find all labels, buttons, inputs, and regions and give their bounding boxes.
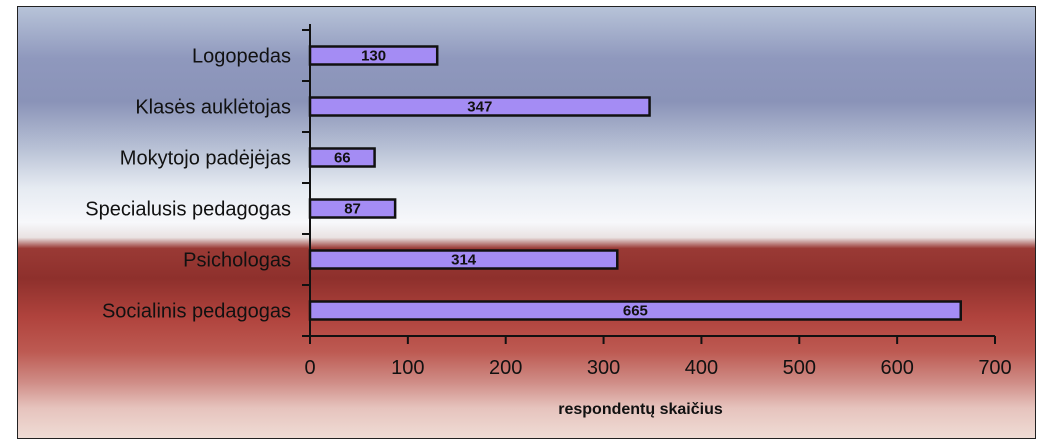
x-tick-label-7: 700 xyxy=(978,357,1011,379)
axes-group xyxy=(302,24,996,344)
category-label-2: Mokytojo padėjėjas xyxy=(120,148,291,170)
value-label-4: 314 xyxy=(451,252,477,269)
x-tick-label-2: 200 xyxy=(489,357,522,379)
value-label-1: 347 xyxy=(467,99,492,116)
category-label-0: Logopedas xyxy=(192,46,291,68)
category-label-3: Specialusis pedagogas xyxy=(85,199,291,221)
x-tick-label-6: 600 xyxy=(880,357,913,379)
x-tick-label-4: 400 xyxy=(685,357,718,379)
category-labels-group: Logopedas Klasės auklėtojas Mokytojo padėj… xyxy=(85,46,291,323)
value-label-0: 130 xyxy=(361,48,386,65)
value-label-3: 87 xyxy=(344,201,361,218)
x-tick-labels-group: 0 100 200 300 400 500 600 700 xyxy=(304,357,1011,379)
x-axis-title: respondentų skaičius xyxy=(558,401,723,418)
x-tick-label-5: 500 xyxy=(783,357,816,379)
category-label-4: Psichologas xyxy=(183,250,291,272)
bars-group xyxy=(308,45,962,321)
chart-frame xyxy=(17,6,1036,439)
x-tick-label-1: 100 xyxy=(391,357,424,379)
value-label-2: 66 xyxy=(334,150,351,167)
category-label-5: Socialinis pedagogas xyxy=(102,301,291,323)
x-tick-label-3: 300 xyxy=(587,357,620,379)
value-label-5: 665 xyxy=(623,303,648,320)
category-label-1: Klasės auklėtojas xyxy=(135,97,291,119)
value-labels-group: 130 347 66 87 314 665 xyxy=(334,48,648,320)
x-tick-label-0: 0 xyxy=(304,357,315,379)
